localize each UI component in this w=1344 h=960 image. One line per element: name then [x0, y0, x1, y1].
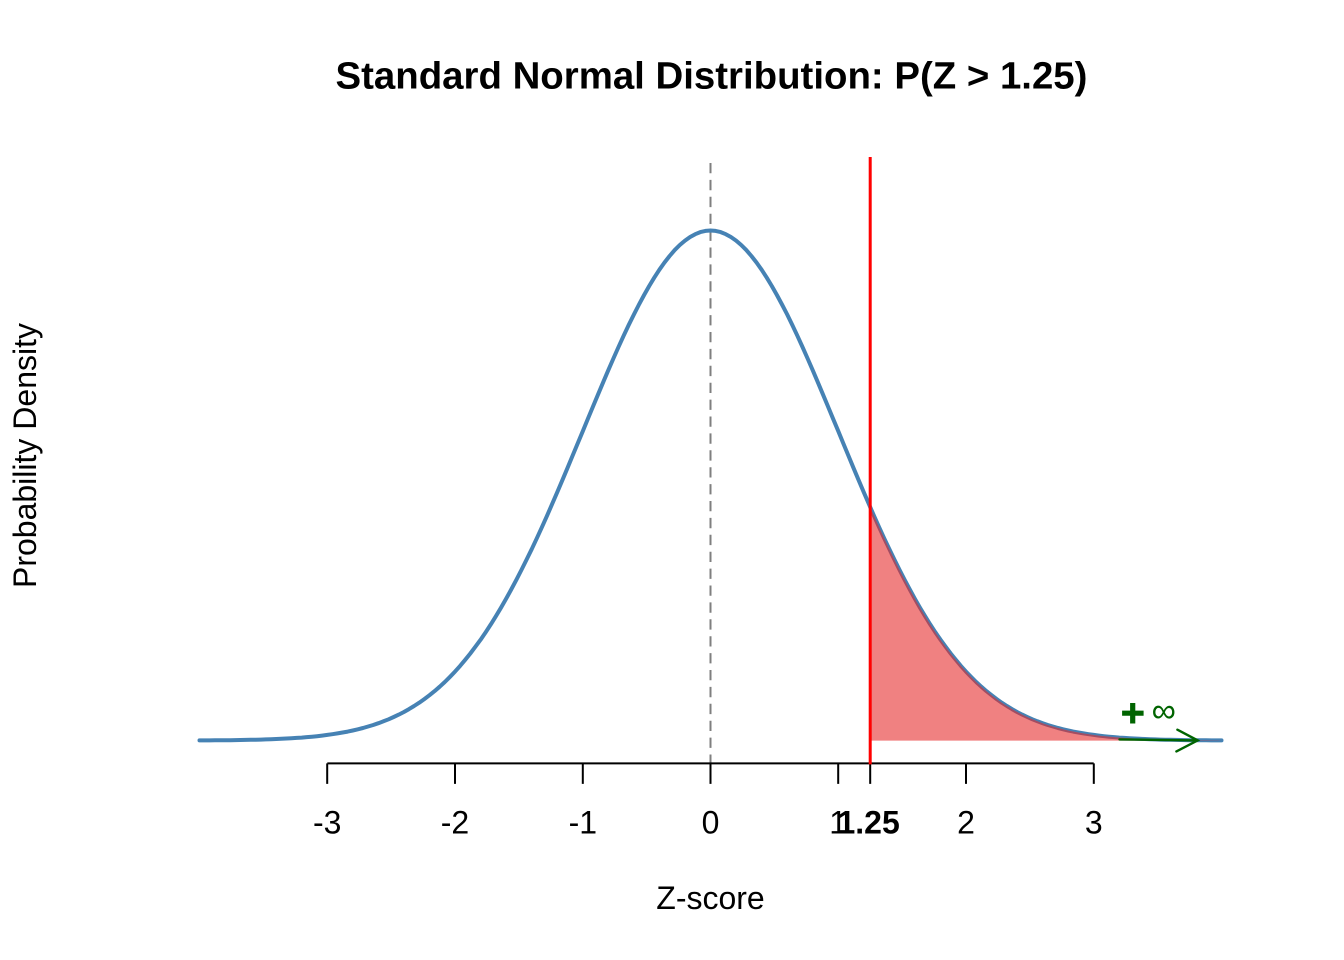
svg-text:0: 0 — [702, 805, 720, 841]
svg-text:3: 3 — [1085, 805, 1103, 841]
svg-text:Z-score: Z-score — [656, 880, 764, 916]
svg-text:Probability Density: Probability Density — [7, 323, 43, 588]
svg-text:-2: -2 — [441, 805, 469, 841]
svg-text:-3: -3 — [313, 805, 341, 841]
svg-text:Standard Normal Distribution:: Standard Normal Distribution: P(Z > 1.25… — [336, 55, 1088, 98]
svg-text:2: 2 — [957, 805, 975, 841]
svg-text:∞: ∞ — [1152, 692, 1176, 730]
svg-text:1: 1 — [829, 805, 847, 841]
svg-text:1.25: 1.25 — [837, 805, 899, 841]
svg-text:-1: -1 — [569, 805, 597, 841]
